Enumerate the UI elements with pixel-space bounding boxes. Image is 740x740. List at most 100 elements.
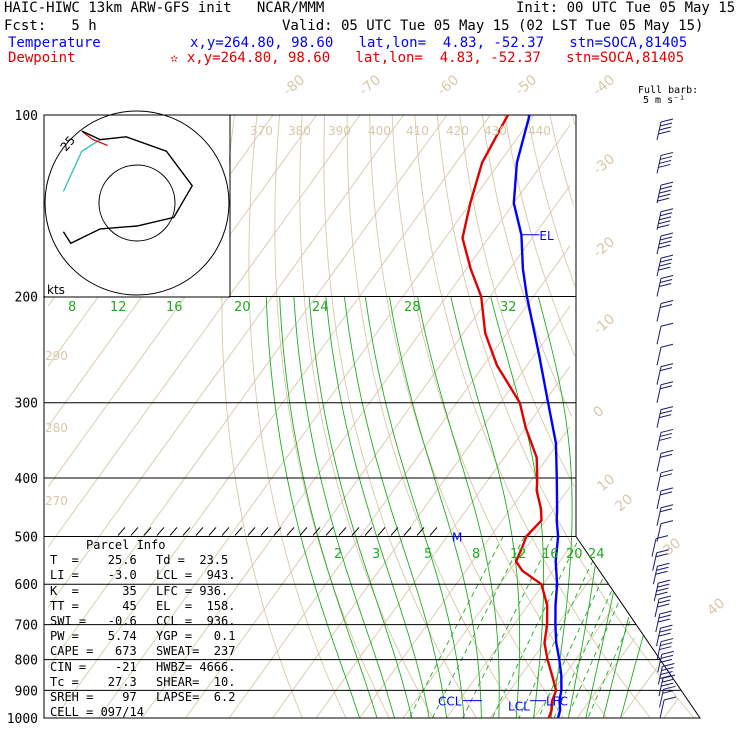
wind-barb-staff bbox=[656, 432, 662, 451]
hatch-mark bbox=[403, 527, 412, 536]
hatch-mark bbox=[130, 527, 139, 536]
parcel-value: SWEAT= 237 bbox=[156, 644, 236, 659]
wind-barb bbox=[651, 535, 669, 557]
dry-adiabat bbox=[481, 114, 573, 417]
wind-barb-flag bbox=[660, 642, 673, 647]
isotherm bbox=[47, 114, 448, 669]
theta-label: 270 bbox=[45, 494, 68, 508]
wind-barb-staff bbox=[656, 472, 662, 491]
wind-barb-flag bbox=[657, 224, 670, 229]
moist-adiabat bbox=[567, 566, 596, 719]
hatch-mark bbox=[221, 527, 230, 536]
parcel-value: CAPE = 673 bbox=[50, 644, 137, 659]
wind-barb-flag bbox=[660, 381, 674, 386]
wind-barb-flag bbox=[659, 189, 672, 194]
dry-adiabat bbox=[391, 114, 608, 719]
wind-barb bbox=[658, 674, 676, 697]
mixing-ratio-line bbox=[462, 536, 554, 719]
wind-barb-flag bbox=[659, 385, 673, 390]
wind-barb bbox=[654, 595, 672, 618]
hodograph-ring bbox=[98, 164, 176, 242]
hatch-mark bbox=[325, 527, 334, 536]
mixing-ratio-label: 24 bbox=[312, 300, 329, 315]
wind-barb bbox=[656, 299, 674, 322]
wind-barb-flag bbox=[659, 453, 673, 458]
wind-barb bbox=[653, 579, 671, 602]
hodograph-trace bbox=[62, 130, 194, 245]
parcel-value: SWI = -0.6 bbox=[50, 613, 137, 628]
theta-label: 410 bbox=[406, 124, 429, 138]
wind-barb-flag bbox=[657, 603, 670, 608]
pressure-tick-label: 600 bbox=[15, 578, 38, 593]
mixing-ratio-label: 20 bbox=[234, 300, 251, 315]
wind-barb-staff bbox=[659, 689, 665, 708]
isotherm bbox=[576, 637, 636, 719]
wind-barb-flag bbox=[659, 216, 672, 221]
wind-barb bbox=[659, 685, 676, 708]
hatch-mark bbox=[429, 527, 438, 536]
dry-adiabat bbox=[526, 114, 576, 287]
theta-label: 390 bbox=[328, 124, 351, 138]
hatch-mark bbox=[377, 527, 386, 536]
isotherm-label: -10 bbox=[590, 311, 618, 338]
wind-barb-flag bbox=[659, 236, 673, 241]
wind-barb-flag bbox=[660, 118, 674, 123]
wind-barb-staff bbox=[656, 155, 662, 174]
init-time: Init: 00 UTC Tue 05 May 15 bbox=[516, 0, 736, 16]
mixing-ratio-label: 24 bbox=[588, 547, 605, 562]
isotherm-label: -70 bbox=[356, 72, 384, 99]
isotherm bbox=[98, 114, 535, 719]
wind-barb-flag bbox=[658, 193, 671, 198]
wind-barb-flag bbox=[655, 535, 669, 540]
hatch-mark bbox=[390, 527, 399, 536]
pressure-tick-label: 200 bbox=[15, 291, 38, 306]
parcel-value: HWBZ= 4666. bbox=[156, 659, 236, 674]
wind-barb-staff bbox=[652, 552, 658, 571]
valid-time: Valid: 05 UTC Tue 05 May 15 (02 LST Tue … bbox=[282, 18, 704, 34]
isotherm bbox=[47, 114, 317, 488]
wind-barb bbox=[656, 428, 674, 451]
wind-barb bbox=[656, 151, 674, 174]
parcel-value: Tc = 27.3 bbox=[50, 674, 137, 689]
lfc-label: LFC bbox=[546, 695, 568, 709]
parcel-value: CCL = 936. bbox=[156, 613, 236, 628]
dry-adiabat bbox=[346, 114, 521, 719]
dry-adiabat bbox=[323, 114, 477, 719]
mixing-ratio-label: 32 bbox=[500, 300, 517, 315]
wind-barb-flag bbox=[659, 658, 673, 663]
mixing-ratio-line bbox=[408, 536, 504, 719]
wind-barb-flag bbox=[660, 232, 674, 237]
wind-barb-staff bbox=[656, 257, 662, 277]
hatch-mark bbox=[117, 527, 126, 536]
hatch-mark bbox=[273, 527, 282, 536]
hatch-mark bbox=[182, 527, 191, 536]
wind-barb-flag bbox=[656, 587, 669, 592]
wind-barb-flag bbox=[658, 220, 671, 225]
wind-barb bbox=[656, 469, 674, 491]
wind-barb bbox=[656, 232, 674, 255]
isotherm-label: 40 bbox=[704, 595, 728, 619]
parcel-info-panel: Parcel Info T = 25.6 Td = 23.5 LI = -3.0 L… bbox=[46, 538, 236, 724]
wind-barb-flag bbox=[660, 151, 674, 156]
wind-barb-flag bbox=[660, 654, 674, 659]
wind-barb-flag bbox=[655, 553, 668, 558]
theta-label: 400 bbox=[368, 124, 391, 138]
wind-barb-flag bbox=[660, 671, 673, 676]
dry-adiabat bbox=[274, 114, 390, 719]
moist-adiabat bbox=[308, 296, 413, 719]
wind-barb bbox=[657, 663, 675, 685]
hatch-mark bbox=[143, 527, 152, 536]
isotherm bbox=[620, 667, 658, 719]
parcel-value: YGP = 0.1 bbox=[156, 629, 236, 644]
wind-barb bbox=[656, 487, 674, 509]
wind-barb-staff bbox=[656, 453, 662, 472]
wind-barb-flag bbox=[659, 432, 673, 437]
wind-barb-flag bbox=[659, 185, 673, 190]
mixing-ratio-label: 3 bbox=[372, 547, 380, 562]
wind-barb-flag bbox=[659, 436, 672, 441]
parcel-value: PW = 5.74 bbox=[50, 629, 137, 644]
wind-barb-staff bbox=[651, 538, 657, 557]
dry-adiabat bbox=[436, 114, 695, 719]
isotherm-label: -40 bbox=[590, 72, 618, 99]
wind-barb bbox=[652, 562, 670, 585]
